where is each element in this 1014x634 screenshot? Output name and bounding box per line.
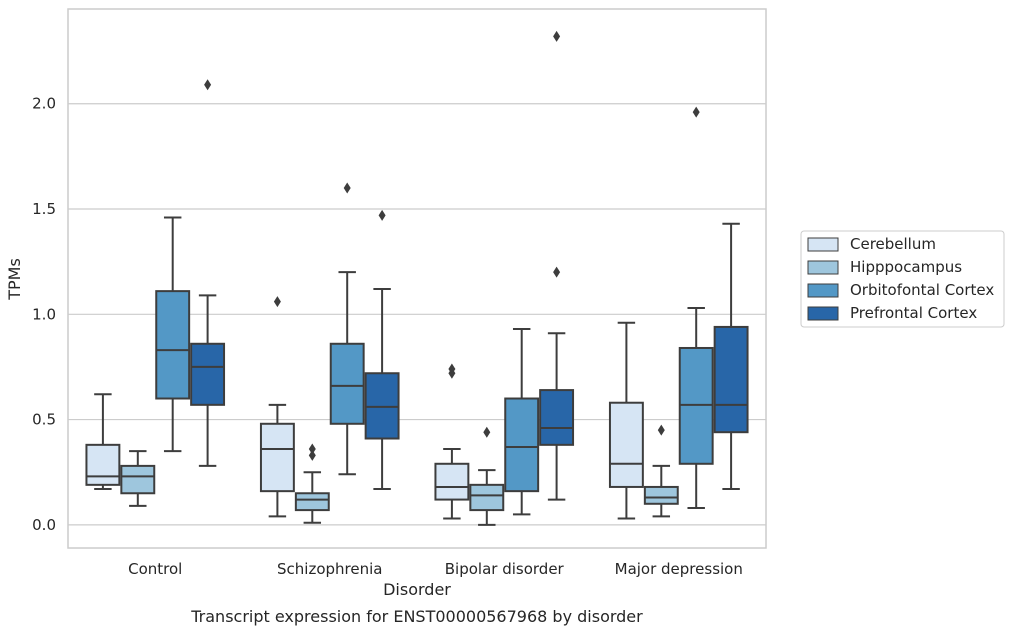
outlier-point <box>308 443 316 455</box>
y-tick-label: 2.0 <box>32 95 56 113</box>
box-0-3 <box>190 79 226 467</box>
legend-label-2: Orbitofontal Cortex <box>850 281 994 299</box>
box-iqr <box>329 342 365 425</box>
y-tick-label: 0.5 <box>32 411 56 429</box>
outlier-point <box>553 30 561 42</box>
box-2-1 <box>469 426 505 526</box>
outlier-point <box>448 363 456 375</box>
x-tick-labels: Control Schizophrenia Bipolar disorder Majo… <box>128 560 743 578</box>
box-1-1 <box>294 443 330 524</box>
outlier-point <box>483 426 491 438</box>
y-tick-label: 1.0 <box>32 305 56 323</box>
box-0-2 <box>155 216 191 453</box>
y-tick-label: 1.5 <box>32 200 56 218</box>
box-1-2 <box>329 182 365 476</box>
x-axis-label: Disorder <box>383 580 451 599</box>
outlier-point <box>553 266 561 278</box>
legend-label-3: Prefrontal Cortex <box>850 304 977 322</box>
outlier-point <box>692 106 700 118</box>
box-3-1 <box>643 424 679 518</box>
legend-swatch-1 <box>807 260 839 275</box>
box-iqr <box>364 372 400 440</box>
box-iqr <box>713 325 749 434</box>
plot-frame <box>67 8 767 549</box>
legend-swatch-3 <box>807 306 839 321</box>
box-1-3 <box>364 209 400 491</box>
legend-label-1: Hipppocampus <box>850 258 962 276</box>
box-1-0 <box>259 296 295 518</box>
box-iqr <box>539 389 575 446</box>
legend-swatch-0 <box>807 237 839 252</box>
outlier-point <box>343 182 351 194</box>
legend-swatch-2 <box>807 283 839 298</box>
box-iqr <box>190 342 226 406</box>
legend-frame <box>800 230 1005 328</box>
outlier-point <box>273 296 281 308</box>
box-3-2 <box>678 106 714 509</box>
y-tick-label: 0.0 <box>32 516 56 534</box>
box-iqr <box>643 485 679 505</box>
box-iqr <box>155 290 191 400</box>
box-iqr <box>259 422 295 493</box>
outlier-point <box>657 424 665 436</box>
outlier-point <box>308 449 316 461</box>
box-iqr <box>608 401 644 488</box>
x-tick-label: Control <box>128 560 182 578</box>
box-0-1 <box>120 450 156 507</box>
box-2-3 <box>539 30 575 501</box>
boxes <box>85 30 749 526</box>
box-iqr <box>504 397 540 493</box>
x-tick-label: Schizophrenia <box>277 560 382 578</box>
box-iqr <box>120 464 156 495</box>
box-iqr <box>294 492 330 512</box>
outlier-point <box>204 79 212 91</box>
box-0-0 <box>85 393 121 491</box>
x-tick-label: Bipolar disorder <box>445 560 565 578</box>
box-iqr <box>434 462 470 501</box>
box-3-3 <box>713 222 749 491</box>
box-iqr <box>85 443 121 486</box>
y-tick-labels: 0.0 0.5 1.0 1.5 2.0 <box>32 95 56 534</box>
box-2-2 <box>504 328 540 516</box>
legend: Cerebellum Hipppocampus Orbitofontal Corte… <box>800 230 1005 328</box>
box-2-0 <box>434 363 470 520</box>
x-tick-label: Major depression <box>615 560 743 578</box>
box-iqr <box>678 346 714 465</box>
outlier-point <box>378 209 386 221</box>
legend-label-0: Cerebellum <box>850 235 936 253</box>
box-3-0 <box>608 321 644 520</box>
box-iqr <box>469 483 505 512</box>
y-axis-label: TPMs <box>5 258 24 301</box>
chart-caption: Transcript expression for ENST0000056796… <box>190 607 643 626</box>
